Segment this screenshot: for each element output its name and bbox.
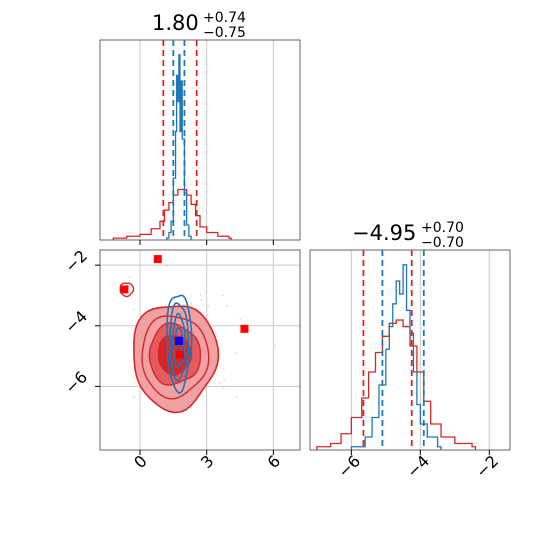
- sample-point: [223, 378, 226, 381]
- title-p1-value: 1.80: [152, 11, 199, 35]
- blue-contour-3: [172, 312, 186, 367]
- sample-point: [128, 275, 131, 278]
- sample-point: [207, 305, 210, 308]
- marker-blue: [174, 336, 183, 345]
- blue-contour-outer: [166, 294, 193, 394]
- tick-label-x: 0: [130, 451, 151, 472]
- tick-label-x: −2: [472, 451, 502, 481]
- marker-red: [240, 324, 249, 333]
- sample-point: [226, 304, 229, 307]
- joint-panel: 0 3 6 −2 −4 −6: [61, 246, 301, 472]
- tick-label-y: −6: [61, 367, 91, 397]
- title-p2-plus: +0.70: [421, 220, 464, 236]
- sample-point: [219, 381, 222, 384]
- tick-label-x: 3: [197, 451, 218, 472]
- title-p2-value: −4.95: [352, 221, 416, 245]
- sample-point: [239, 318, 242, 321]
- sample-point: [199, 293, 202, 296]
- histogram-red: [112, 188, 232, 240]
- panel-frame: [99, 249, 301, 451]
- marker-red: [153, 255, 162, 264]
- title-p1-plus: +0.74: [203, 10, 246, 26]
- sample-point: [132, 308, 135, 311]
- tick-label-x: −6: [334, 451, 364, 481]
- histogram-red: [316, 319, 477, 450]
- sample-point: [234, 351, 237, 354]
- sample-point: [221, 294, 224, 297]
- sample-point: [206, 313, 209, 316]
- tick-label-x: 6: [264, 451, 285, 472]
- marginal-p2-panel: −6 −4 −2: [309, 249, 511, 482]
- title-p1-minus: −0.75: [203, 25, 246, 41]
- marker-red: [176, 350, 184, 359]
- red-contour-outlier: [119, 282, 135, 298]
- marker-red: [120, 285, 129, 294]
- histogram-blue: [350, 264, 442, 450]
- sample-point: [190, 302, 193, 305]
- sample-point: [199, 299, 202, 302]
- tick-label-y: −2: [61, 246, 91, 276]
- panel-frame: [99, 39, 301, 241]
- tick-label-x: −4: [403, 451, 433, 481]
- marginal-p1-panel: [99, 39, 301, 245]
- sample-point: [235, 395, 238, 398]
- sample-point: [274, 344, 277, 347]
- sample-point: [132, 396, 135, 399]
- title-p2: −4.95 +0.70 −0.70: [352, 220, 464, 251]
- histogram-blue: [166, 54, 192, 240]
- tick-label-y: −4: [61, 307, 91, 337]
- title-p1: 1.80 +0.74 −0.75: [152, 10, 246, 41]
- title-p2-minus: −0.70: [421, 235, 464, 251]
- panel-frame: [309, 249, 511, 451]
- sample-point: [222, 386, 225, 389]
- sample-point: [222, 367, 225, 370]
- blue-contour-2: [169, 302, 190, 382]
- sample-point: [166, 264, 169, 267]
